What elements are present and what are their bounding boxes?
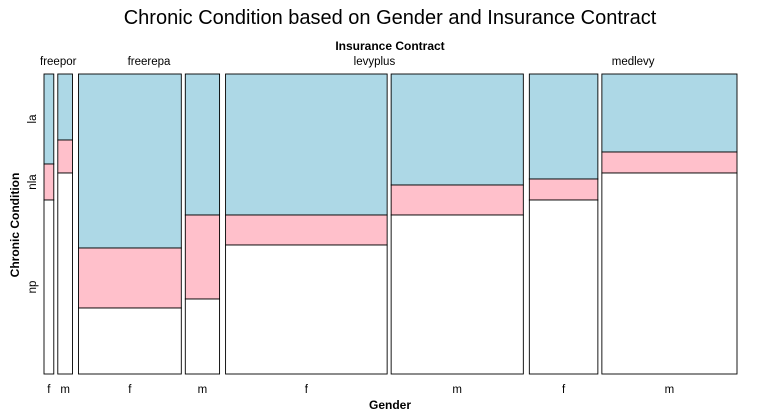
group-label-freepor: freepor xyxy=(40,56,77,68)
group-label-medlevy: medlevy xyxy=(612,56,655,68)
chart-title: Chronic Condition based on Gender and In… xyxy=(124,7,657,29)
group-label-freerepa: freerepa xyxy=(128,56,171,68)
tile-freerepa-m-la xyxy=(184,73,221,216)
tile-freepor-m-nla xyxy=(57,139,73,174)
x-axis-title: Gender xyxy=(369,398,411,412)
tile-freepor-m-la xyxy=(57,73,73,141)
tile-medlevy-m-nla xyxy=(601,151,738,174)
tile-medlevy-f-la xyxy=(528,73,599,180)
tile-medlevy-m-np xyxy=(601,172,738,375)
tile-freerepa-m-nla xyxy=(184,214,221,300)
gender-label-levyplus-m: m xyxy=(452,384,462,396)
tile-freepor-f-la xyxy=(43,73,55,165)
y-axis-title: Chronic Condition xyxy=(8,173,22,278)
gender-label-levyplus-f: f xyxy=(305,384,309,396)
tiles-layer xyxy=(43,73,738,375)
y-category-label-nla: nla xyxy=(27,174,39,190)
tile-freepor-f-nla xyxy=(43,163,55,201)
gender-label-freepor-f: f xyxy=(47,384,51,396)
tile-medlevy-f-np xyxy=(528,199,599,375)
tile-freepor-m-np xyxy=(57,172,73,375)
tile-freerepa-f-np xyxy=(78,307,182,375)
tile-medlevy-m-la xyxy=(601,73,738,153)
gender-label-freerepa-f: f xyxy=(128,384,132,396)
tile-levyplus-m-np xyxy=(390,214,524,375)
y-category-label-la: la xyxy=(27,114,39,124)
tile-medlevy-f-nla xyxy=(528,178,599,201)
gender-label-freepor-m: m xyxy=(60,384,70,396)
group-label-levyplus: levyplus xyxy=(354,56,396,68)
y-category-label-np: np xyxy=(27,281,39,294)
tile-levyplus-m-nla xyxy=(390,184,524,216)
gender-label-medlevy-m: m xyxy=(665,384,675,396)
tile-levyplus-f-nla xyxy=(225,214,388,246)
gender-label-medlevy-f: f xyxy=(562,384,566,396)
top-axis-title: Insurance Contract xyxy=(335,39,444,53)
gender-label-freerepa-m: m xyxy=(198,384,208,396)
tile-levyplus-m-la xyxy=(390,73,524,186)
tile-freerepa-f-la xyxy=(78,73,182,249)
tile-freepor-f-np xyxy=(43,199,55,375)
tile-levyplus-f-la xyxy=(225,73,388,216)
tile-freerepa-f-nla xyxy=(78,247,182,309)
tile-freerepa-m-np xyxy=(184,298,221,375)
tile-levyplus-f-np xyxy=(225,244,388,375)
